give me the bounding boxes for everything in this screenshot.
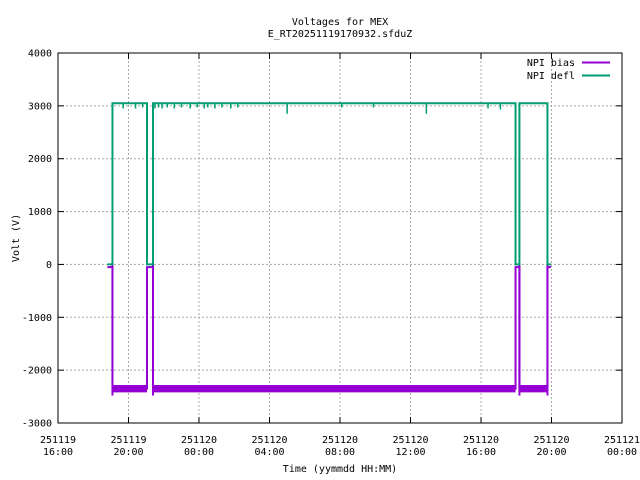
grid-layer [58, 53, 622, 423]
x-tick-label-date: 251121 [604, 435, 640, 446]
x-tick-label-date: 251120 [533, 435, 569, 446]
x-tick-label-date: 251120 [463, 435, 499, 446]
x-tick-label-date: 251120 [392, 435, 428, 446]
x-tick-label-time: 00:00 [184, 447, 214, 458]
x-tick-label-date: 251119 [40, 435, 76, 446]
x-tick-label-date: 251119 [110, 435, 146, 446]
x-tick-label-time: 04:00 [254, 447, 284, 458]
x-tick-label-time: 16:00 [466, 447, 496, 458]
axis-layer [57, 52, 623, 424]
x-tick-label-time: 12:00 [395, 447, 425, 458]
x-tick-label-time: 00:00 [607, 447, 637, 458]
y-tick-label: 3000 [28, 101, 52, 112]
y-tick-label: 0 [46, 260, 52, 271]
tick-label-layer: 40003000200010000-1000-2000-300025111916… [22, 49, 640, 459]
legend-label-npi-defl: NPI defl [527, 71, 575, 82]
npi-bias-line [107, 266, 551, 390]
y-tick-label: 2000 [28, 154, 52, 165]
x-tick-label-time: 20:00 [113, 447, 143, 458]
series-layer [107, 102, 551, 396]
y-tick-label: -3000 [22, 419, 52, 430]
x-tick-label-date: 251120 [322, 435, 358, 446]
y-tick-label: 1000 [28, 207, 52, 218]
x-tick-label-time: 20:00 [536, 447, 566, 458]
legend-label-npi-bias: NPI bias [527, 58, 575, 69]
x-tick-label-date: 251120 [251, 435, 287, 446]
x-tick-label-time: 08:00 [325, 447, 355, 458]
y-tick-label: -1000 [22, 313, 52, 324]
x-axis-title: Time (yymmdd HH:MM) [283, 464, 397, 475]
y-axis-title: Volt (V) [11, 214, 22, 262]
legend: NPI bias NPI defl [527, 58, 610, 82]
y-tick-label: 4000 [28, 49, 52, 60]
chart-title: Voltages for MEX [292, 17, 388, 28]
y-tick-label: -2000 [22, 366, 52, 377]
x-tick-label-time: 16:00 [43, 447, 73, 458]
npi-defl-line [107, 102, 551, 266]
chart-subtitle: E_RT20251119170932.sfduZ [268, 29, 413, 40]
x-tick-label-date: 251120 [181, 435, 217, 446]
